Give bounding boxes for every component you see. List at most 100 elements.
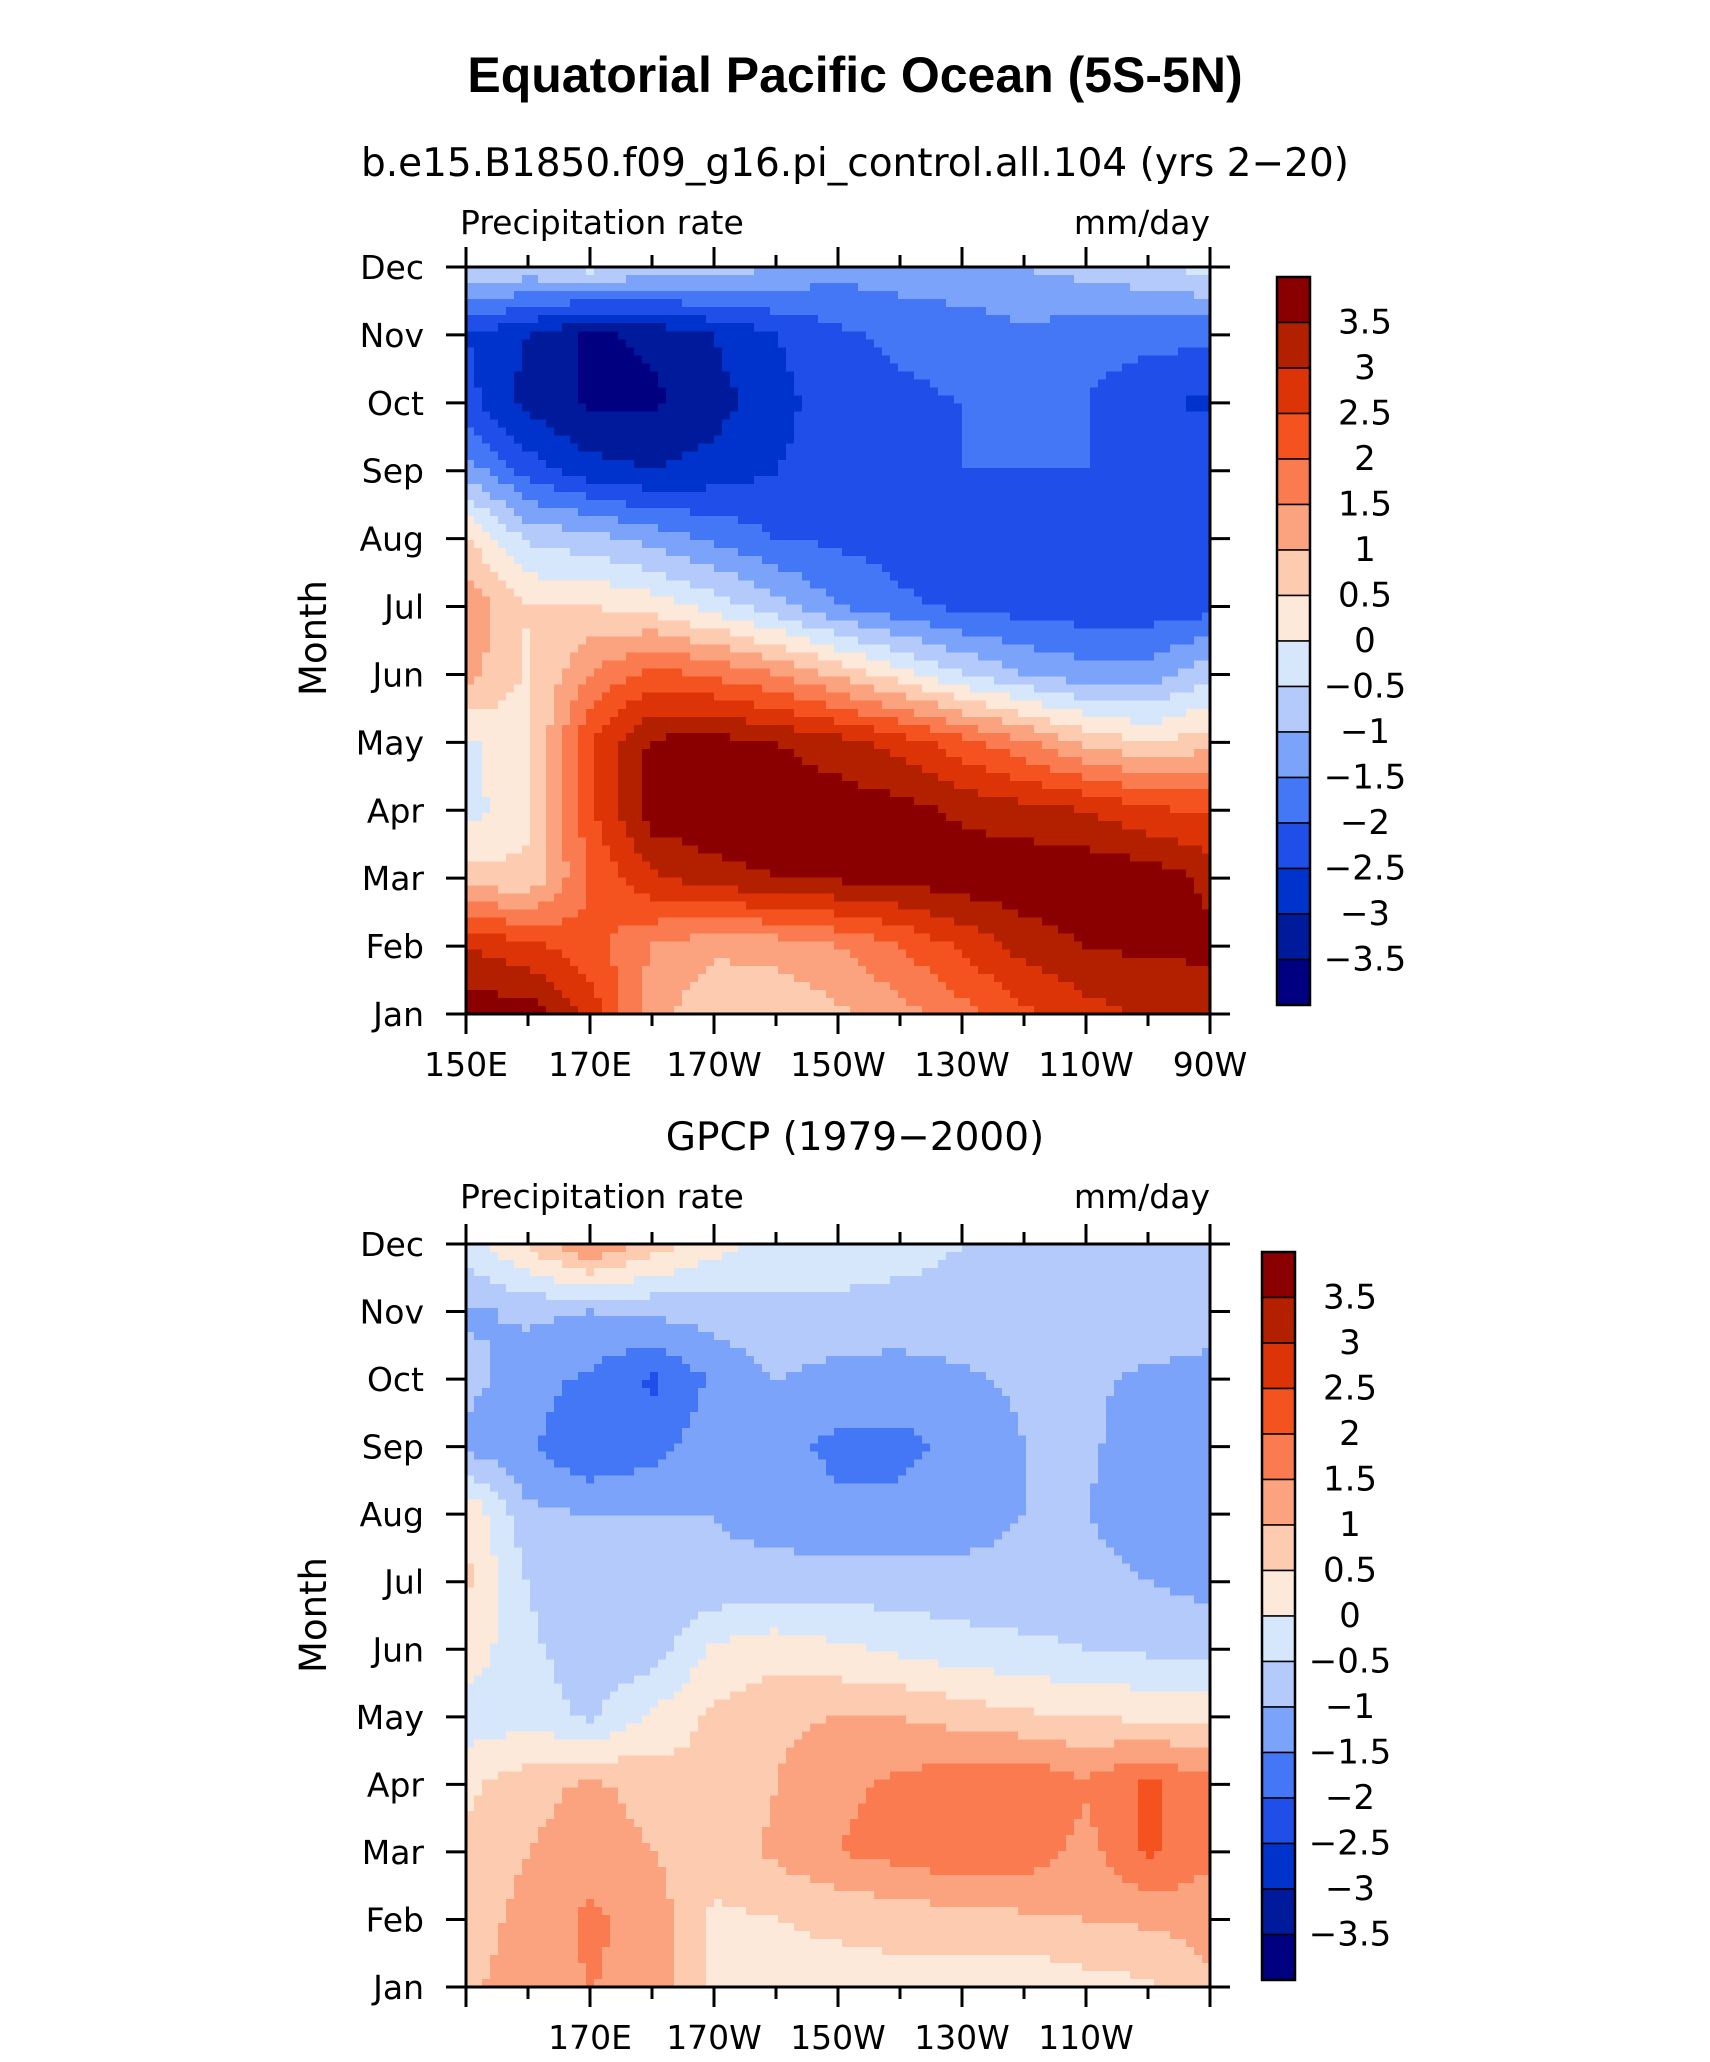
contour-cell [1122,564,1131,573]
contour-cell [834,628,843,638]
contour-cell [1202,516,1211,525]
contour-cell [1154,628,1163,638]
contour-cell [794,668,803,678]
contour-cell [1034,395,1043,405]
contour-cell [962,395,971,405]
contour-cell [1106,564,1115,573]
contour-cell [754,524,763,533]
contour-cell [490,483,499,493]
contour-cell [578,588,587,597]
contour-cell [698,371,707,381]
contour-cell [890,516,899,525]
contour-cell [738,628,747,638]
contour-cell [1186,668,1195,678]
contour-cell [866,604,875,613]
contour-cell [946,596,955,605]
contour-cell [706,395,715,405]
contour-cell [1130,363,1139,373]
contour-cell [1122,507,1131,517]
contour-cell [882,596,891,605]
contour-cell [650,636,659,646]
contour-cell [594,435,603,445]
contour-cell [530,652,539,662]
contour-cell [1114,363,1123,373]
contour-cell [954,395,963,405]
contour-cell [1130,419,1139,429]
contour-cell [826,588,835,597]
contour-cell [786,427,795,437]
contour-cell [642,516,651,525]
contour-cell [978,604,987,613]
contour-cell [962,628,971,638]
contour-cell [1018,532,1027,541]
contour-cell [1178,516,1187,525]
contour-cell [1138,564,1147,573]
contour-cell [802,443,811,453]
contour-cell [626,387,635,397]
contour-cell [986,628,995,638]
contour-cell [946,660,955,670]
contour-cell [706,331,715,340]
contour-cell [1162,379,1171,389]
contour-cell [562,644,571,654]
contour-cell [818,451,827,461]
contour-cell [778,331,787,340]
contour-cell [642,483,651,493]
contour-cell [802,684,811,694]
contour-cell [930,516,939,525]
contour-cell [482,580,491,589]
contour-cell [994,483,1003,493]
contour-cell [890,644,899,654]
contour-cell [770,315,779,324]
contour-cell [570,548,579,557]
contour-cell [498,331,507,340]
contour-cell [610,644,619,654]
contour-cell [722,499,731,509]
contour-cell [954,540,963,549]
contour-cell [1018,652,1027,662]
contour-cell [906,548,915,557]
contour-cell [938,620,947,630]
contour-cell [770,676,779,686]
contour-cell [674,483,683,493]
contour-cell [842,339,851,348]
contour-cell [1082,628,1091,638]
contour-cell [914,604,923,613]
contour-cell [722,315,731,324]
contour-cell [658,371,667,381]
contour-cell [530,604,539,613]
contour-cell [762,636,771,646]
contour-cell [874,604,883,613]
contour-cell [1074,403,1083,413]
contour-cell [994,275,1003,284]
contour-cell [1130,283,1139,292]
contour-cell [786,331,795,340]
contour-cell [506,692,515,702]
contour-cell [554,652,563,662]
contour-cell [730,507,739,517]
contour-cell [818,644,827,654]
contour-cell [738,660,747,670]
contour-cell [698,467,707,477]
contour-cell [1090,532,1099,541]
contour-cell [1066,323,1075,332]
contour-cell [466,491,475,501]
contour-cell [994,491,1003,501]
contour-cell [730,548,739,557]
contour-cell [578,459,587,469]
contour-cell [890,548,899,557]
contour-cell [1098,347,1107,356]
contour-cell [738,532,747,541]
contour-cell [650,516,659,525]
contour-cell [562,516,571,525]
contour-cell [1074,636,1083,646]
contour-cell [1138,612,1147,622]
contour-cell [650,403,659,413]
contour-cell [666,540,675,549]
contour-cell [1194,435,1203,445]
contour-cell [626,451,635,461]
contour-cell [1122,636,1131,646]
contour-cell [874,644,883,654]
contour-cell [602,443,611,453]
contour-cell [1018,371,1027,381]
